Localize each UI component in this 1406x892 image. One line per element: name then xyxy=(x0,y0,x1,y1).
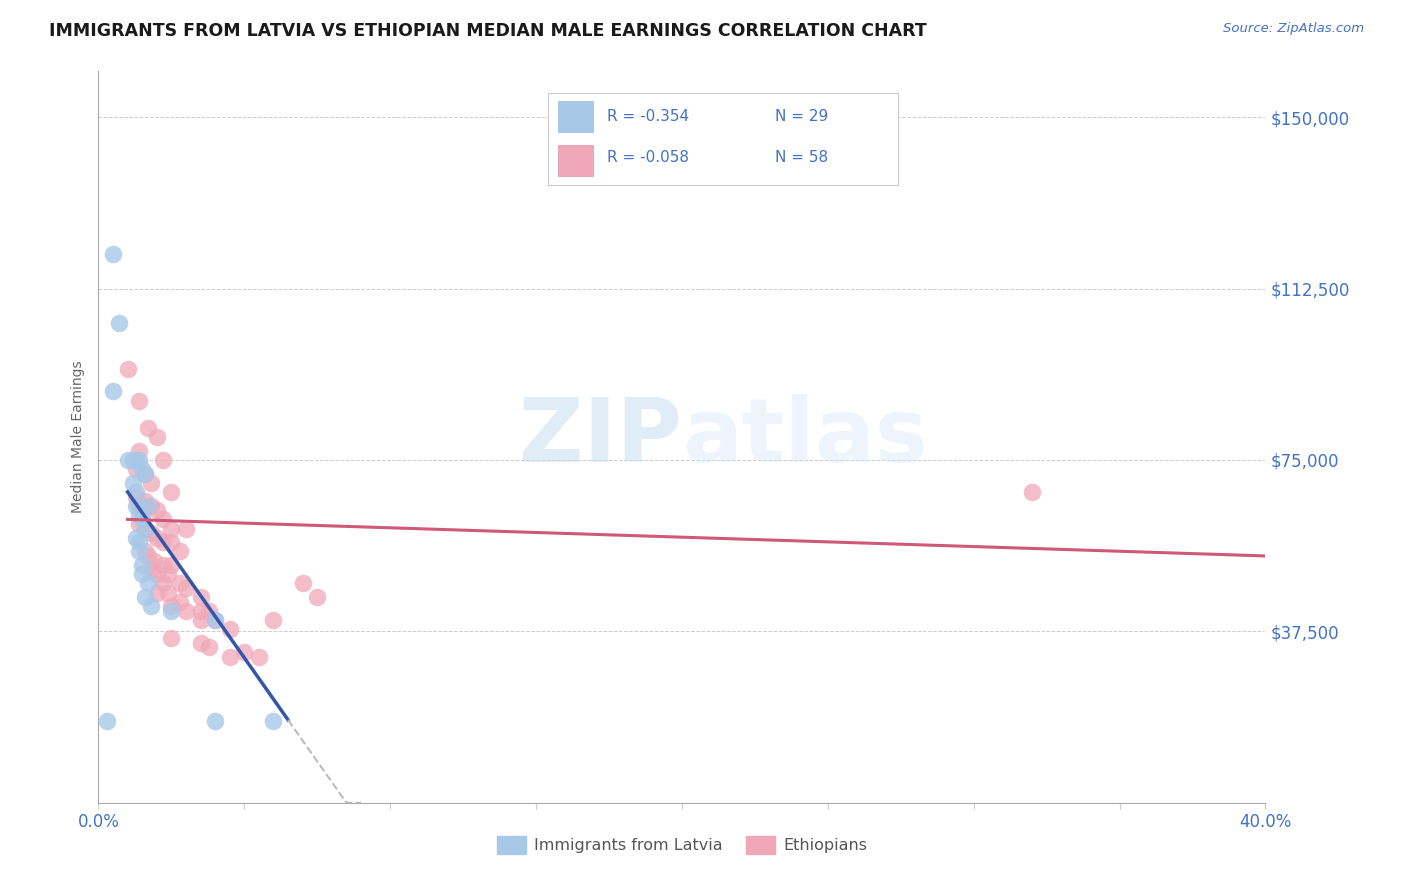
Point xyxy=(128,508,150,522)
Point xyxy=(125,531,148,545)
Point xyxy=(160,535,183,549)
Point xyxy=(136,549,159,563)
Point xyxy=(131,558,153,573)
Point xyxy=(233,645,256,659)
Point xyxy=(291,576,314,591)
Point xyxy=(128,453,150,467)
Point xyxy=(139,526,162,541)
Point xyxy=(131,567,153,582)
Point xyxy=(136,421,159,435)
Point xyxy=(262,613,284,627)
Point xyxy=(117,361,139,376)
Point xyxy=(157,567,180,582)
Point xyxy=(152,535,174,549)
Point xyxy=(157,585,180,599)
Point xyxy=(174,604,197,618)
Point xyxy=(190,613,212,627)
Point xyxy=(152,453,174,467)
Point xyxy=(218,622,240,636)
Point xyxy=(190,604,212,618)
Point xyxy=(262,714,284,728)
Point xyxy=(134,467,156,481)
Point xyxy=(247,649,270,664)
Point xyxy=(134,521,156,535)
Point xyxy=(125,490,148,504)
Point xyxy=(174,521,197,535)
Point xyxy=(139,599,162,614)
Point xyxy=(128,516,150,531)
Point xyxy=(125,484,148,499)
Point xyxy=(160,484,183,499)
Point xyxy=(204,613,226,627)
Point xyxy=(128,535,150,549)
Point xyxy=(160,599,183,614)
Point xyxy=(169,576,191,591)
Point xyxy=(1021,484,1043,499)
Point xyxy=(128,544,150,558)
Point xyxy=(169,544,191,558)
Point xyxy=(128,443,150,458)
Legend: Immigrants from Latvia, Ethiopians: Immigrants from Latvia, Ethiopians xyxy=(491,830,873,861)
Point xyxy=(146,531,169,545)
Point xyxy=(198,604,221,618)
Point xyxy=(139,475,162,490)
Point xyxy=(125,453,148,467)
Y-axis label: Median Male Earnings: Median Male Earnings xyxy=(72,360,86,514)
Point xyxy=(134,544,156,558)
Point xyxy=(136,499,159,513)
Point xyxy=(131,512,153,526)
Point xyxy=(204,714,226,728)
Point xyxy=(122,453,145,467)
Point xyxy=(101,247,124,261)
Point xyxy=(160,558,183,573)
Point xyxy=(131,508,153,522)
Point xyxy=(131,462,153,476)
Point xyxy=(96,714,118,728)
Point xyxy=(101,384,124,399)
Point xyxy=(218,649,240,664)
Point xyxy=(134,494,156,508)
Point xyxy=(204,613,226,627)
Point xyxy=(134,467,156,481)
Point xyxy=(136,576,159,591)
Point xyxy=(152,512,174,526)
Point xyxy=(160,604,183,618)
Point xyxy=(128,393,150,408)
Point xyxy=(125,462,148,476)
Point xyxy=(117,453,139,467)
Point xyxy=(139,563,162,577)
Point xyxy=(139,499,162,513)
Point xyxy=(142,553,165,567)
Point xyxy=(152,576,174,591)
Point xyxy=(169,594,191,608)
Point xyxy=(190,590,212,604)
Text: Source: ZipAtlas.com: Source: ZipAtlas.com xyxy=(1223,22,1364,36)
Point xyxy=(108,316,131,330)
Text: atlas: atlas xyxy=(682,393,928,481)
Point xyxy=(152,558,174,573)
Point xyxy=(125,499,148,513)
Point xyxy=(174,581,197,595)
Point xyxy=(122,475,145,490)
Text: ZIP: ZIP xyxy=(519,393,682,481)
Point xyxy=(190,636,212,650)
Point xyxy=(134,590,156,604)
Point xyxy=(146,585,169,599)
Point xyxy=(146,503,169,517)
Point xyxy=(146,430,169,444)
Point xyxy=(146,567,169,582)
Point xyxy=(198,640,221,655)
Point xyxy=(307,590,329,604)
Point xyxy=(134,521,156,535)
Point xyxy=(160,632,183,646)
Point xyxy=(160,521,183,535)
Text: IMMIGRANTS FROM LATVIA VS ETHIOPIAN MEDIAN MALE EARNINGS CORRELATION CHART: IMMIGRANTS FROM LATVIA VS ETHIOPIAN MEDI… xyxy=(49,22,927,40)
Point xyxy=(128,499,150,513)
